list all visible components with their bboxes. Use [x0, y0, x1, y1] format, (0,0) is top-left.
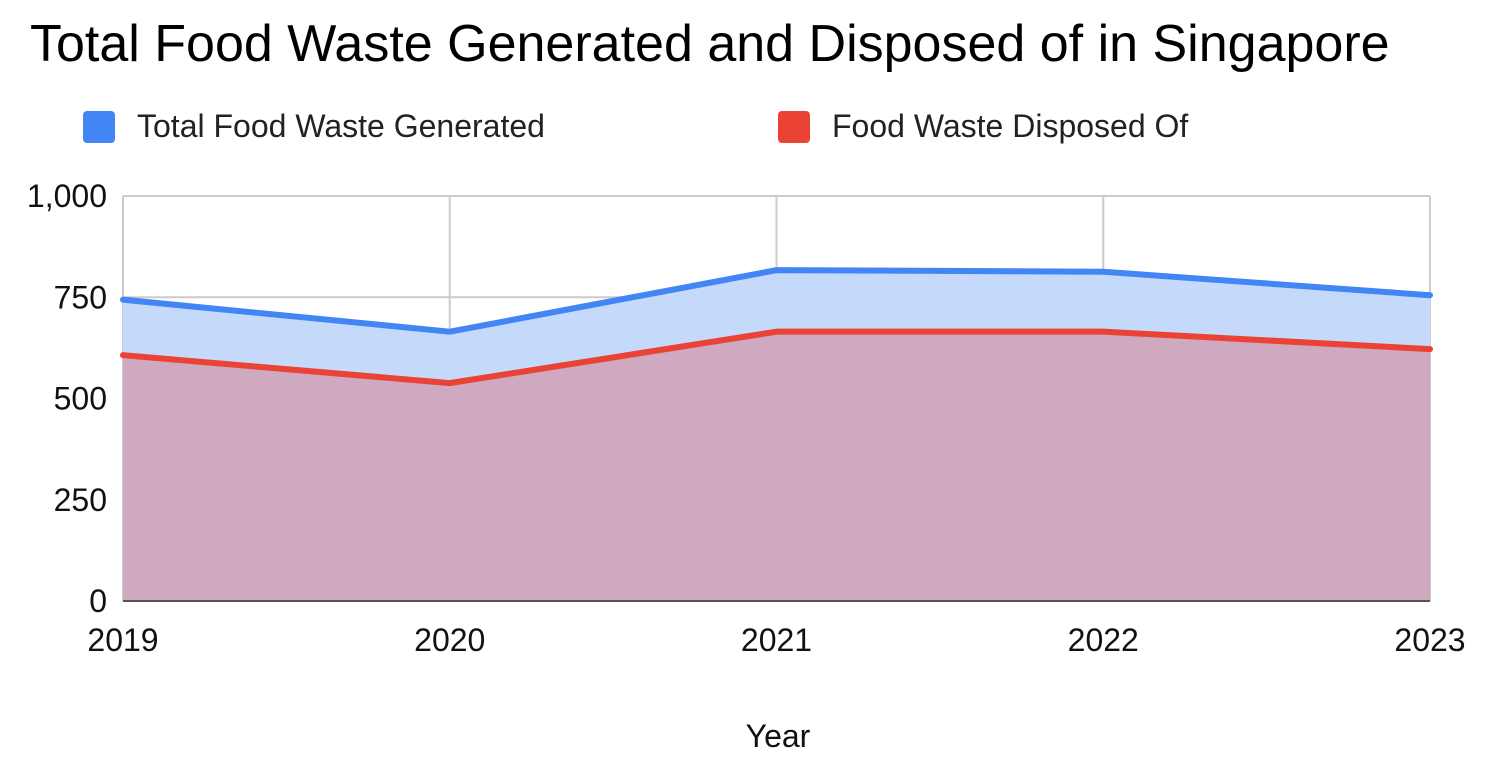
- y-tick-label: 750: [54, 279, 107, 315]
- legend-item-total-generated: Total Food Waste Generated: [83, 108, 545, 145]
- legend-label-total-generated: Total Food Waste Generated: [137, 108, 545, 144]
- area-fill-series-1: [123, 331, 1430, 601]
- legend-item-disposed: Food Waste Disposed Of: [778, 108, 1188, 145]
- legend-swatch-disposed: [778, 110, 810, 143]
- y-tick-label: 1,000: [27, 178, 107, 214]
- y-tick-label: 500: [54, 381, 107, 417]
- legend-swatch-total-generated: [83, 110, 115, 143]
- x-tick-label: 2022: [1068, 622, 1139, 658]
- y-tick-label: 250: [54, 482, 107, 518]
- x-tick-label: 2021: [741, 622, 812, 658]
- x-tick-label: 2023: [1394, 622, 1465, 658]
- legend-label-disposed: Food Waste Disposed Of: [832, 108, 1189, 144]
- chart-title: Total Food Waste Generated and Disposed …: [30, 15, 1390, 73]
- x-axis-title: Year: [746, 718, 811, 754]
- x-tick-label: 2020: [414, 622, 485, 658]
- label-layer: 0 250 500 750 1,000 2019 2020 2021 2022 2023: [27, 178, 1466, 658]
- line-layer: [120, 267, 1433, 602]
- y-tick-label: 0: [89, 583, 107, 619]
- x-tick-label: 2019: [87, 622, 158, 658]
- area-layer: [123, 270, 1430, 601]
